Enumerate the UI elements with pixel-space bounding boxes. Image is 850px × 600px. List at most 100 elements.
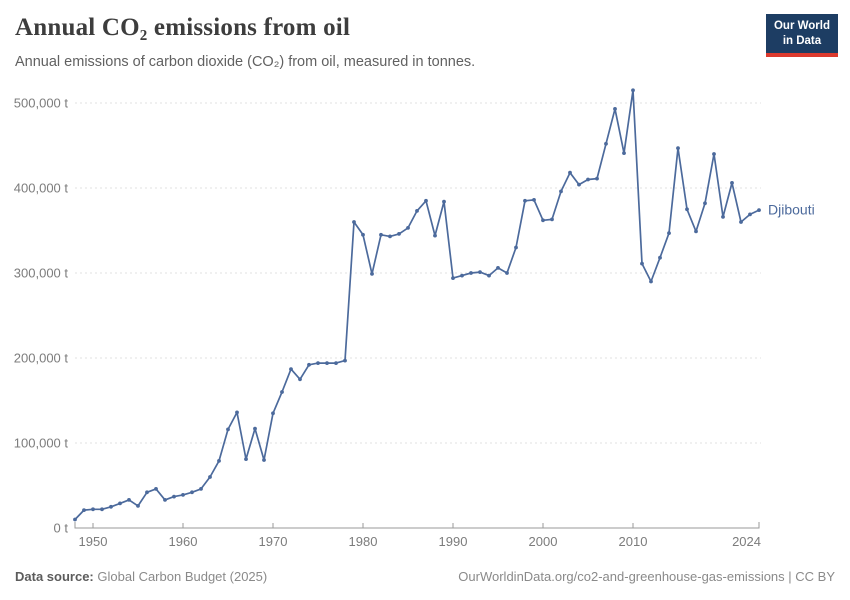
data-point[interactable] [172, 494, 176, 499]
x-axis-label: 1990 [439, 534, 468, 549]
data-point[interactable] [451, 276, 455, 280]
data-point[interactable] [73, 517, 77, 522]
data-point[interactable] [676, 146, 680, 151]
data-source-value: Global Carbon Budget (2025) [97, 569, 268, 584]
data-point[interactable] [289, 367, 293, 371]
data-point[interactable] [262, 458, 266, 462]
data-point[interactable] [514, 245, 518, 250]
data-point[interactable] [343, 358, 347, 363]
data-point[interactable] [82, 508, 86, 512]
x-axis-line [74, 522, 760, 529]
data-point[interactable] [523, 198, 527, 203]
data-point[interactable] [379, 232, 383, 237]
data-point[interactable] [478, 270, 482, 274]
series-label-djibouti[interactable]: Djibouti [768, 202, 815, 218]
data-point[interactable] [406, 226, 410, 230]
data-point[interactable] [667, 231, 671, 236]
data-point[interactable] [127, 498, 131, 502]
data-point[interactable] [739, 220, 743, 224]
y-axis-label: 300,000 t [14, 266, 69, 281]
data-point[interactable] [622, 151, 626, 156]
data-point[interactable] [721, 215, 725, 219]
data-point[interactable] [595, 176, 599, 181]
data-point[interactable] [712, 152, 716, 156]
data-point[interactable] [550, 217, 554, 222]
data-point[interactable] [145, 490, 149, 495]
data-point[interactable] [559, 189, 563, 194]
data-point[interactable] [424, 198, 428, 203]
y-axis-label: 400,000 t [14, 181, 69, 196]
data-point[interactable] [361, 232, 365, 237]
data-point[interactable] [298, 377, 302, 382]
data-point[interactable] [244, 457, 248, 461]
data-point[interactable] [100, 507, 104, 512]
data-point[interactable] [415, 209, 419, 213]
data-point[interactable] [199, 487, 203, 491]
data-point[interactable] [505, 271, 509, 275]
data-point[interactable] [568, 170, 572, 175]
data-point[interactable] [460, 273, 464, 278]
data-point[interactable] [370, 272, 374, 276]
owid-logo-line2: in Data [782, 34, 822, 47]
data-point[interactable] [352, 220, 356, 224]
data-point[interactable] [316, 361, 320, 365]
data-point[interactable] [442, 199, 446, 204]
chart-subtitle: Annual emissions of carbon dioxide (CO₂)… [15, 54, 476, 70]
data-point[interactable] [325, 361, 329, 365]
data-point[interactable] [109, 504, 113, 509]
data-point[interactable] [649, 279, 653, 284]
data-point[interactable] [586, 177, 590, 182]
data-point[interactable] [118, 501, 122, 506]
data-point[interactable] [640, 261, 644, 266]
data-point[interactable] [226, 427, 230, 432]
data-point[interactable] [334, 361, 338, 365]
data-point[interactable] [694, 229, 698, 234]
data-point[interactable] [397, 232, 401, 236]
data-point[interactable] [685, 207, 689, 212]
data-point[interactable] [496, 266, 500, 270]
data-point[interactable] [469, 271, 473, 275]
data-point[interactable] [307, 362, 311, 367]
data-point[interactable] [658, 255, 662, 260]
data-point[interactable] [757, 208, 761, 213]
x-axis-label: 1980 [349, 534, 378, 549]
data-source: Data source: Global Carbon Budget (2025) [15, 569, 267, 584]
data-point[interactable] [253, 426, 257, 431]
data-point[interactable] [181, 493, 185, 497]
y-axis-label: 100,000 t [14, 436, 69, 451]
footer-attribution: OurWorldinData.org/co2-and-greenhouse-ga… [458, 569, 835, 584]
data-point[interactable] [91, 507, 95, 512]
data-point[interactable] [604, 141, 608, 146]
data-point[interactable] [532, 198, 536, 202]
owid-logo-line1: Our World [773, 20, 830, 32]
data-point[interactable] [136, 504, 140, 508]
x-axis-label: 1950 [79, 534, 108, 549]
data-point[interactable] [235, 410, 239, 415]
x-axis-label: 2024 [732, 534, 761, 549]
data-point[interactable] [217, 459, 221, 463]
data-point[interactable] [613, 107, 617, 111]
data-point[interactable] [388, 234, 392, 239]
data-point[interactable] [433, 233, 437, 238]
y-axis-label: 500,000 t [14, 96, 69, 111]
y-axis-label: 200,000 t [14, 351, 69, 366]
chart-title: Annual CO₂ emissions from oil [15, 14, 351, 41]
data-point[interactable] [271, 411, 275, 416]
data-point[interactable] [154, 487, 158, 491]
series-line[interactable] [74, 89, 760, 521]
x-axis-label: 1970 [259, 534, 288, 549]
data-point[interactable] [190, 490, 194, 495]
data-point[interactable] [703, 201, 707, 206]
data-point[interactable] [730, 181, 734, 185]
data-point[interactable] [748, 212, 752, 217]
data-point[interactable] [631, 88, 635, 93]
data-point[interactable] [280, 390, 284, 394]
data-point[interactable] [163, 498, 167, 502]
data-point[interactable] [208, 475, 212, 479]
data-point[interactable] [541, 218, 545, 223]
y-axis-label: 0 t [54, 521, 69, 536]
data-point[interactable] [487, 273, 491, 278]
data-point[interactable] [577, 182, 581, 187]
